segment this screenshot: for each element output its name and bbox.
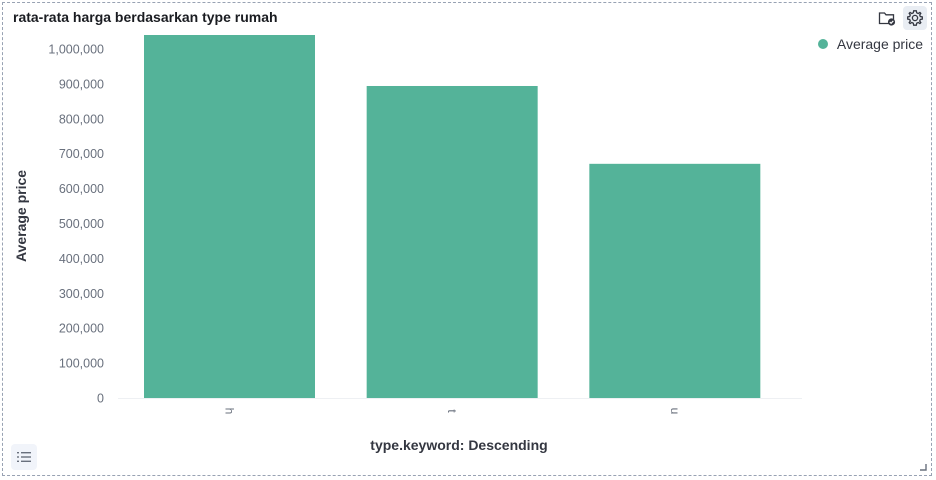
y-tick-label: 700,000 xyxy=(59,147,104,161)
legend-label[interactable]: Average price xyxy=(836,36,923,52)
x-tick-label: u xyxy=(668,408,682,415)
legend-color-dot xyxy=(817,39,828,49)
chart-legend[interactable]: Average price xyxy=(817,36,923,52)
x-tick-label: h xyxy=(223,408,237,415)
y-tick-label: 400,000 xyxy=(59,252,104,266)
folder-check-icon[interactable] xyxy=(875,6,899,30)
y-tick-label: 100,000 xyxy=(59,357,104,371)
legend-toggle-button[interactable] xyxy=(11,444,37,470)
resize-handle-icon[interactable] xyxy=(919,463,927,471)
bar-t[interactable] xyxy=(366,85,538,398)
gear-icon[interactable] xyxy=(903,6,927,30)
panel-title: rata-rata harga berdasarkan type rumah xyxy=(13,9,278,25)
y-tick-label: 500,000 xyxy=(59,217,104,231)
bar-h[interactable] xyxy=(144,35,315,398)
panel-toolbar xyxy=(875,6,927,30)
x-tick-label: t xyxy=(445,409,459,413)
y-tick-label: 200,000 xyxy=(59,322,104,336)
y-tick-label: 800,000 xyxy=(59,112,104,126)
y-tick-label: 300,000 xyxy=(59,287,104,301)
bar-series xyxy=(144,35,761,398)
y-axis-ticks: 0 100,000 200,000 300,000 400,000 500,000 600,… xyxy=(48,43,104,406)
x-axis-title: type.keyword: Descending xyxy=(370,437,547,453)
y-tick-label: 1,000,000 xyxy=(48,43,104,57)
list-icon xyxy=(17,452,31,462)
y-tick-label: 900,000 xyxy=(59,77,104,91)
y-axis-title: Average price xyxy=(13,170,29,262)
y-tick-label: 0 xyxy=(97,392,104,406)
bar-u[interactable] xyxy=(589,163,761,398)
y-tick-label: 600,000 xyxy=(59,182,104,196)
